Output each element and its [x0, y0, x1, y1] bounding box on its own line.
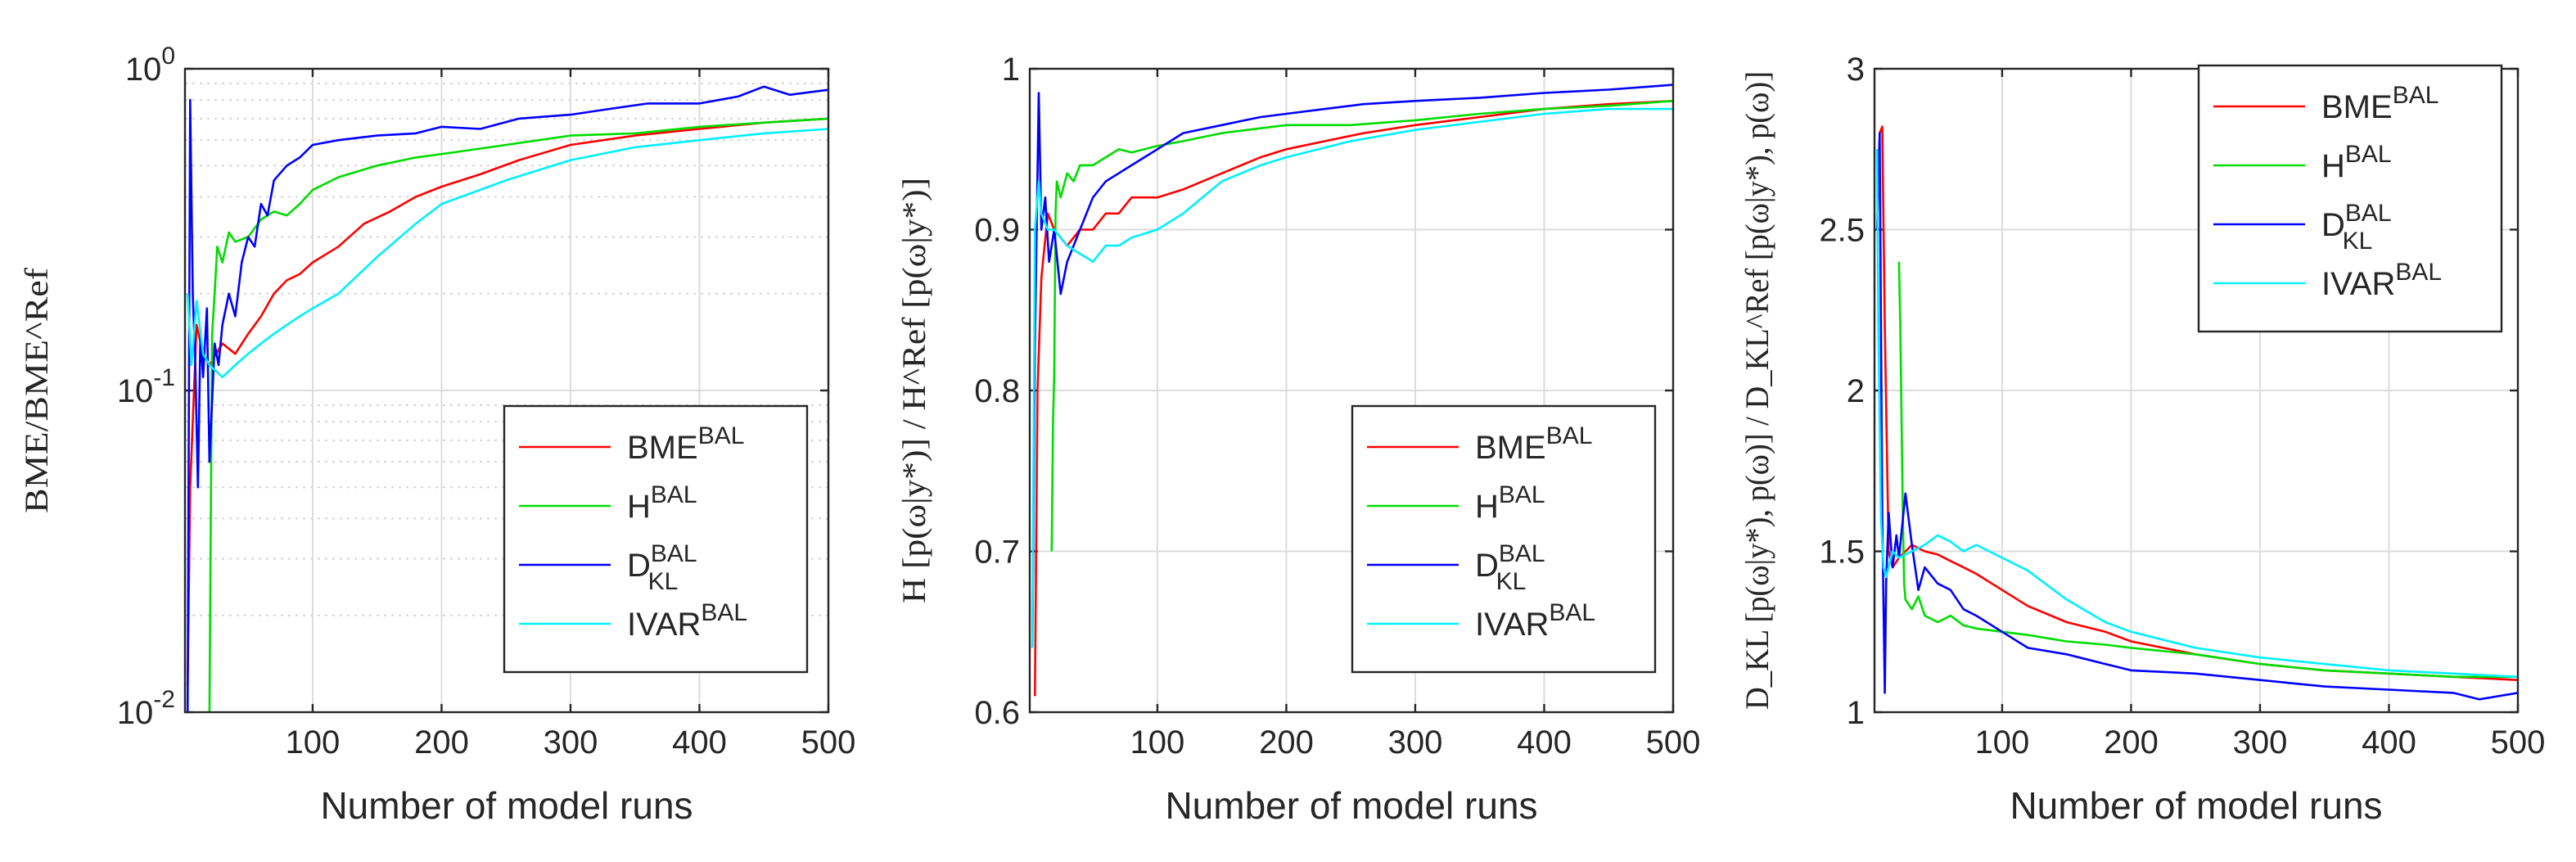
y-tick-label: 100 [125, 43, 175, 88]
legend-label-ivar: IVARBAL [627, 599, 747, 643]
x-tick-label: 100 [1130, 724, 1185, 760]
series-line-d [1875, 132, 2518, 701]
y-tick-label: 0.9 [974, 213, 1020, 249]
y-axis-label: H [p(ω|y*)] / H^Ref [p(ω|y*)] [896, 178, 932, 603]
legend-label-d: DBAL KL [1475, 540, 1545, 595]
y-tick-label: 10-1 [117, 364, 175, 409]
chart-kl-ratio: 100 200 300 400 500 1 1.5 2 2.5 3 Number of model … [1739, 52, 2545, 827]
y-tick-label: 10-2 [117, 686, 175, 731]
y-tick-label: 2.5 [1819, 213, 1865, 249]
legend-label-bme: BMEBAL [627, 422, 744, 466]
x-tick-label: 400 [1517, 724, 1572, 760]
x-axis-label: Number of model runs [1165, 784, 1537, 827]
chart-bme-ratio: 100 200 300 400 500 100 10-1 10-2 Number of mode… [18, 43, 855, 827]
series-line-bme [1034, 100, 1673, 697]
legend-label-h: HBAL [2321, 141, 2392, 184]
legend-label-d: DBAL KL [2321, 200, 2392, 255]
legend-label-ivar: IVARBAL [1475, 599, 1595, 643]
x-tick-label: 100 [1975, 724, 2030, 760]
series-line-ivar [1031, 107, 1673, 648]
legend-box [2197, 64, 2503, 333]
x-tick-label: 400 [672, 724, 727, 760]
series-line-h [208, 117, 828, 712]
x-tick-label: 500 [1646, 724, 1701, 760]
series-line-ivar [1875, 149, 2518, 679]
y-tick-label: 0.7 [974, 535, 1020, 571]
series-line-d [186, 85, 828, 712]
x-tick-label: 200 [2104, 724, 2159, 760]
legend-label-h: HBAL [1475, 481, 1545, 525]
y-tick-label: 2 [1847, 373, 1865, 409]
x-axis-label: Number of model runs [320, 784, 692, 827]
y-axis-label: D_KL [p(ω|y*), p(ω)] / D_KL^Ref [p(ω|y*)… [1739, 71, 1775, 710]
x-tick-label: 200 [414, 724, 469, 760]
x-tick-label: 100 [286, 724, 341, 760]
legend-box [1351, 404, 1657, 674]
chart-entropy-ratio: 100 200 300 400 500 0.6 0.7 0.8 0.9 1 Number of mo… [896, 52, 1700, 827]
x-tick-label: 500 [2491, 724, 2546, 760]
x-tick-label: 300 [2233, 724, 2288, 760]
y-tick-label: 1 [1002, 52, 1020, 88]
legend-label-ivar: IVARBAL [2321, 259, 2442, 302]
x-tick-label: 500 [801, 724, 856, 760]
y-axis-label: BME/BME^Ref [18, 267, 55, 513]
axes-box [1028, 67, 1675, 714]
axes-box [1873, 67, 2520, 714]
x-tick-label: 300 [544, 724, 598, 760]
x-tick-label: 300 [1388, 724, 1443, 760]
legend-label-bme: BMEBAL [1475, 422, 1592, 466]
legend-label-bme: BMEBAL [2321, 82, 2438, 125]
series-line-ivar [186, 128, 828, 379]
x-axis-label: Number of model runs [2010, 784, 2382, 827]
y-tick-label: 0.6 [974, 695, 1020, 731]
y-tick-label: 1.5 [1819, 535, 1865, 571]
y-tick-label: 0.8 [974, 373, 1020, 409]
series-line-h [1897, 261, 2518, 679]
legend-label-h: HBAL [627, 481, 697, 525]
axes-box [183, 67, 830, 714]
legend-label-d: DBAL KL [627, 540, 697, 595]
x-tick-label: 400 [2362, 724, 2416, 760]
series-line-h [1050, 100, 1673, 552]
x-tick-label: 200 [1259, 724, 1314, 760]
y-tick-label: 3 [1847, 52, 1865, 88]
legend-box [503, 404, 809, 674]
y-tick-label: 1 [1847, 695, 1865, 731]
